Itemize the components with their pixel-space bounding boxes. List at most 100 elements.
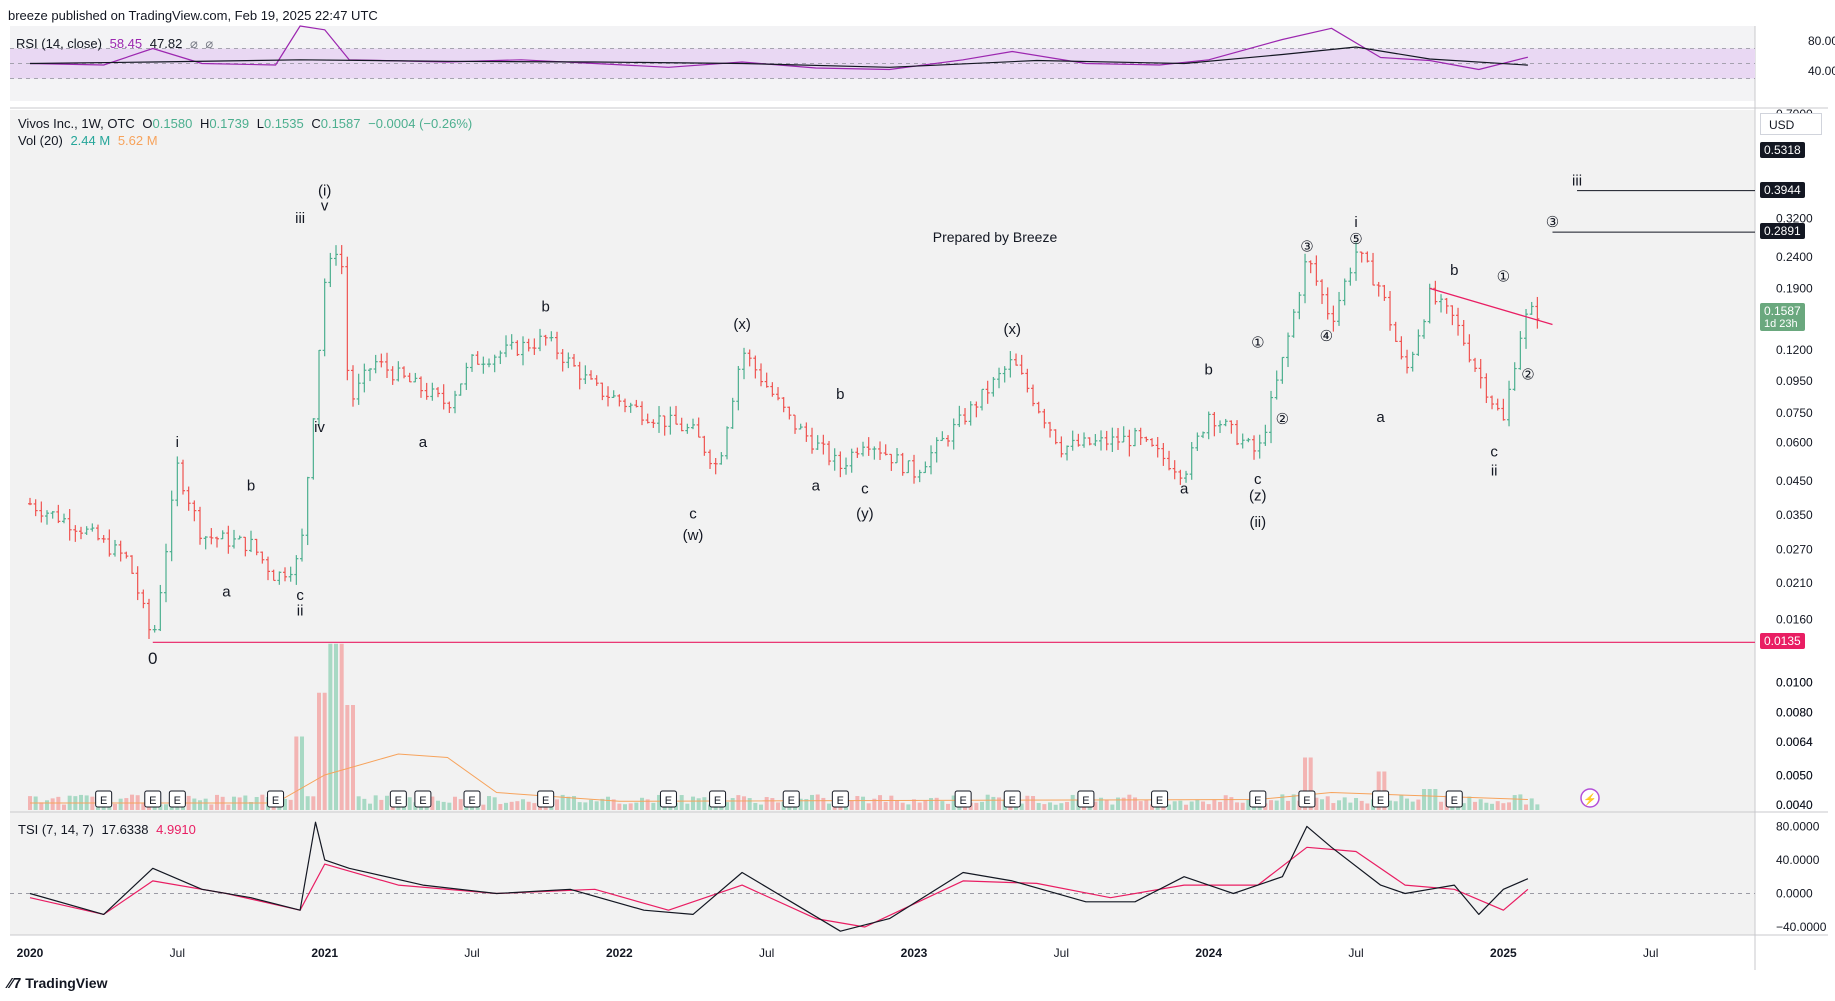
volume-bar bbox=[1025, 795, 1030, 810]
volume-bar bbox=[764, 797, 769, 810]
date-tick-label: 2020 bbox=[17, 946, 44, 960]
volume-bar bbox=[1223, 795, 1228, 810]
volume-bar bbox=[113, 803, 118, 810]
volume-bar bbox=[118, 798, 123, 810]
volume-bar bbox=[1320, 799, 1325, 810]
volume-bar bbox=[1201, 801, 1206, 810]
volume-bar bbox=[192, 798, 197, 810]
volume-bar bbox=[441, 801, 446, 810]
volume-bar bbox=[560, 794, 565, 810]
volume-bar bbox=[628, 803, 633, 810]
volume-bar bbox=[555, 799, 560, 810]
earnings-marker-box bbox=[389, 790, 407, 808]
close-value: 0.1587 bbox=[320, 116, 361, 131]
volume-bar bbox=[866, 803, 871, 810]
bar-countdown: 1d 23h bbox=[1764, 318, 1798, 331]
volume-bar bbox=[509, 801, 514, 810]
volume-bar bbox=[305, 796, 310, 810]
volume-bar bbox=[1116, 797, 1121, 810]
earnings-marker-box bbox=[1003, 790, 1021, 808]
volume-bar bbox=[1291, 794, 1296, 810]
earnings-marker-label: E bbox=[1451, 795, 1458, 807]
volume-legend: Vol (20) 2.44 M 5.62 M bbox=[18, 133, 162, 148]
volume-bar bbox=[929, 798, 934, 810]
price-tick-label: 0.0750 bbox=[1776, 406, 1813, 420]
price-tick-label: 0.0040 bbox=[1776, 798, 1813, 812]
wave-label: b bbox=[247, 477, 255, 494]
low-label: L bbox=[256, 116, 264, 131]
earnings-marker-box bbox=[414, 790, 432, 808]
volume-bar bbox=[985, 794, 990, 810]
volume-bar bbox=[951, 795, 956, 810]
earnings-marker-label: E bbox=[468, 795, 475, 807]
volume-bar bbox=[1184, 804, 1189, 810]
volume-bar bbox=[345, 705, 350, 810]
volume-bar bbox=[1512, 795, 1517, 810]
volume-bar bbox=[974, 802, 979, 810]
wave-label: iv bbox=[314, 419, 325, 436]
price-tick-label: 0.0100 bbox=[1776, 675, 1813, 689]
earnings-marker-label: E bbox=[959, 795, 966, 807]
volume-bar bbox=[532, 803, 537, 810]
volume-bar bbox=[821, 797, 826, 810]
volume-bar bbox=[158, 804, 163, 810]
volume-bar bbox=[1104, 800, 1109, 810]
tsi-value: 17.6338 bbox=[101, 822, 149, 837]
volume-bar bbox=[946, 803, 951, 810]
volume-bar bbox=[1422, 789, 1427, 810]
earnings-marker-label: E bbox=[272, 795, 279, 807]
volume-bar bbox=[317, 692, 322, 810]
volume-bar bbox=[1150, 804, 1155, 810]
wave-label: v bbox=[321, 197, 329, 214]
currency-selector[interactable]: USD bbox=[1760, 113, 1822, 135]
date-tick-label: 2022 bbox=[606, 946, 633, 960]
earnings-marker-box bbox=[1298, 790, 1316, 808]
volume-bar bbox=[1478, 799, 1483, 810]
earnings-marker-label: E bbox=[149, 795, 156, 807]
volume-bar bbox=[589, 799, 594, 810]
volume-bar bbox=[753, 802, 758, 810]
volume-bar bbox=[1133, 797, 1138, 810]
volume-bar bbox=[651, 802, 656, 810]
volume-bar bbox=[1269, 800, 1274, 810]
volume-bar bbox=[436, 800, 441, 810]
volume-bar bbox=[815, 794, 820, 810]
volume-bar bbox=[198, 800, 203, 810]
volume-bar bbox=[645, 799, 650, 810]
volume-bar bbox=[1501, 803, 1506, 810]
volume-bar bbox=[883, 801, 888, 810]
volume-bar bbox=[583, 802, 588, 810]
volume-bar bbox=[1524, 804, 1529, 810]
wave-label: a bbox=[1180, 481, 1189, 498]
volume-bar bbox=[226, 804, 231, 810]
volume-bar bbox=[130, 794, 135, 810]
tradingview-logo: ⁄⁄7 TradingView bbox=[8, 975, 107, 992]
volume-bar bbox=[39, 802, 44, 810]
wave-label: ii bbox=[297, 602, 304, 619]
tsi-legend: TSI (7, 14, 7) 17.6338 4.9910 bbox=[18, 822, 200, 837]
volume-bar bbox=[453, 796, 458, 810]
rsi-ma-value: 47.82 bbox=[149, 36, 183, 51]
volume-ma-value: 5.62 M bbox=[117, 133, 158, 148]
volume-bar bbox=[600, 798, 605, 810]
volume-bar bbox=[141, 802, 146, 810]
wave-label: b bbox=[1205, 361, 1213, 378]
close-label: C bbox=[311, 116, 321, 131]
earnings-marker-label: E bbox=[1377, 795, 1384, 807]
volume-bar bbox=[776, 802, 781, 810]
date-tick-label: 2025 bbox=[1490, 946, 1517, 960]
volume-bar bbox=[1490, 803, 1495, 810]
date-tick-label: Jul bbox=[1348, 946, 1363, 960]
wave-label: ② bbox=[1276, 411, 1289, 428]
volume-bar bbox=[1439, 801, 1444, 810]
earnings-marker-label: E bbox=[788, 795, 795, 807]
price-tick-label: 0.0950 bbox=[1776, 374, 1813, 388]
wave-label: a bbox=[222, 584, 231, 601]
volume-bar bbox=[696, 798, 701, 810]
volume-bar bbox=[1325, 796, 1330, 810]
price-tick-label: 0.0350 bbox=[1776, 508, 1813, 522]
wave-label: iii bbox=[1572, 172, 1582, 189]
volume-bar bbox=[736, 795, 741, 810]
earnings-marker-box bbox=[267, 790, 285, 808]
